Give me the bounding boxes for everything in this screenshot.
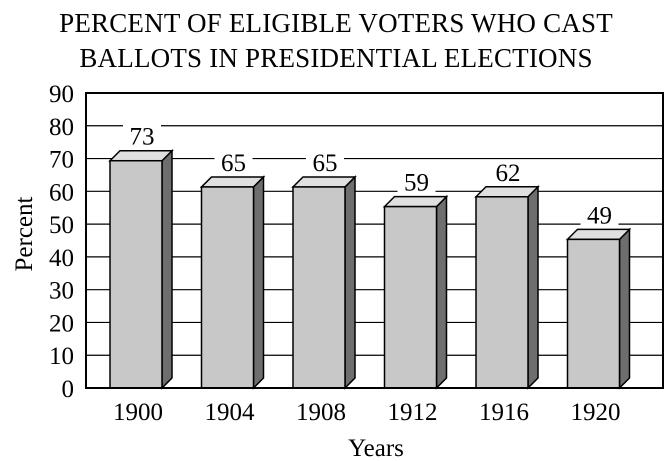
bar-side xyxy=(252,175,265,390)
y-tick-label: 20 xyxy=(49,310,74,337)
bar-side xyxy=(618,227,631,390)
plot-border xyxy=(85,92,664,389)
data-label: 65 xyxy=(313,150,338,177)
data-labels: 73 65 65 59 62 49 xyxy=(123,124,619,229)
bar xyxy=(474,184,540,390)
x-tick-label: 1920 xyxy=(571,399,621,426)
data-label-background xyxy=(306,150,344,175)
x-tick-label: 1900 xyxy=(113,399,163,426)
bar-front xyxy=(566,238,621,389)
bar-front xyxy=(383,205,438,389)
bar-side xyxy=(527,184,539,390)
data-label-background xyxy=(123,124,161,149)
x-tick-labels: 1900 1904 1908 1912 1916 1920 xyxy=(113,399,621,426)
y-tick-label: 50 xyxy=(49,212,74,239)
x-tick-label: 1904 xyxy=(205,399,256,426)
bar xyxy=(199,175,266,390)
y-tick-label: 30 xyxy=(49,278,74,305)
y-axis-label: Percent xyxy=(11,196,38,271)
plot-frame xyxy=(85,92,664,389)
bar-side xyxy=(344,175,356,390)
bar-top xyxy=(474,186,540,198)
chart-title-line-2: BALLOTS IN PRESIDENTIAL ELECTIONS xyxy=(79,43,593,73)
bar xyxy=(291,175,357,390)
data-label: 59 xyxy=(404,170,429,197)
bar-top xyxy=(291,176,357,188)
y-tick-label: 0 xyxy=(62,376,75,403)
bar-front xyxy=(475,196,529,389)
bar-top xyxy=(382,195,449,208)
y-tick-label: 10 xyxy=(49,343,74,370)
bar-front xyxy=(292,186,346,389)
y-tick-labels: 0 10 20 30 40 50 60 70 80 90 xyxy=(49,81,74,403)
bar-top xyxy=(199,176,266,188)
y-tick-label: 60 xyxy=(49,179,74,206)
bar-front xyxy=(200,186,255,389)
bar-top xyxy=(565,228,632,241)
bar-top xyxy=(108,149,174,162)
x-axis-label: Years xyxy=(348,435,404,461)
data-label: 73 xyxy=(130,124,155,151)
y-tick-label: 90 xyxy=(49,81,74,108)
bars xyxy=(108,148,632,390)
chart-title-line-1: PERCENT OF ELIGIBLE VOTERS WHO CAST xyxy=(59,8,613,38)
data-label: 62 xyxy=(496,160,521,187)
bar-side xyxy=(161,148,173,390)
x-tick-label: 1908 xyxy=(296,399,346,426)
data-label-background xyxy=(397,170,436,195)
y-tick-label: 40 xyxy=(49,245,74,272)
data-label: 65 xyxy=(221,150,246,177)
data-label-background xyxy=(214,150,253,175)
bar-side xyxy=(435,194,448,390)
y-tick-label: 80 xyxy=(49,114,74,141)
data-label-background xyxy=(580,203,619,228)
bar-front xyxy=(109,159,163,389)
data-label: 49 xyxy=(587,202,612,229)
x-tick-label: 1912 xyxy=(388,399,438,426)
data-label-background xyxy=(489,160,527,185)
bar xyxy=(565,227,632,390)
chart-title: PERCENT OF ELIGIBLE VOTERS WHO CAST BALL… xyxy=(0,6,672,76)
y-tick-label: 70 xyxy=(49,147,74,174)
bar xyxy=(108,148,174,390)
x-tick-label: 1916 xyxy=(479,399,529,426)
bar xyxy=(382,194,449,390)
